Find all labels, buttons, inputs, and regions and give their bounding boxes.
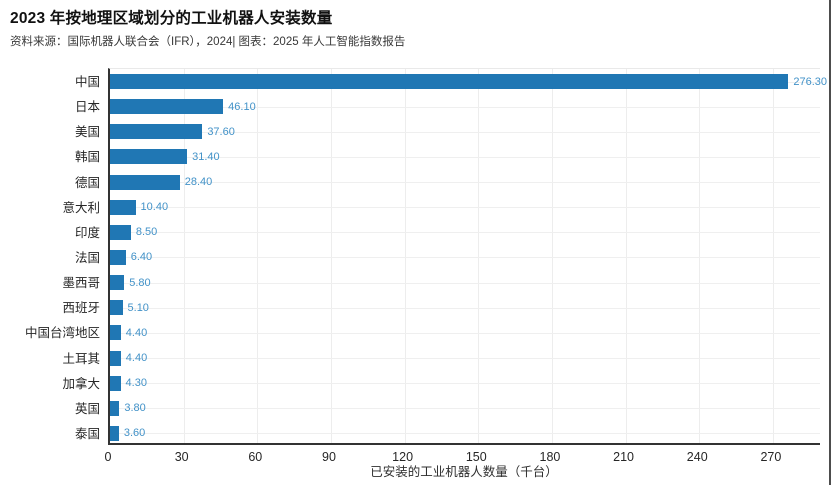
category-label-中国台湾地区: 中国台湾地区	[24, 326, 100, 341]
vertical-gridline	[551, 69, 553, 443]
category-label-韩国: 韩国	[74, 150, 100, 165]
vertical-gridline	[257, 69, 259, 443]
x-axis-title: 已安装的工业机器人数量（千台）	[370, 465, 558, 479]
bar-value-label: 31.40	[192, 150, 220, 163]
bar-德国[interactable]	[110, 174, 180, 190]
category-label-印度: 印度	[74, 225, 100, 240]
bar-印度[interactable]	[110, 224, 131, 240]
bar-value-label: 8.50	[135, 226, 158, 239]
horizontal-gridline	[110, 408, 820, 410]
vertical-gridline	[404, 69, 406, 443]
bar-中国[interactable]	[110, 74, 789, 90]
bar-value-label: 3.60	[123, 427, 146, 440]
bar-row: 10.40	[110, 195, 820, 220]
category-label-美国: 美国	[74, 125, 100, 140]
bar-value-label: 37.60	[207, 125, 235, 138]
category-label-土耳其: 土耳其	[62, 351, 100, 366]
x-tick-label: 180	[539, 450, 561, 464]
vertical-gridline	[625, 69, 627, 443]
window-right-border	[829, 0, 831, 485]
vertical-gridline	[183, 69, 185, 443]
category-label-英国: 英国	[74, 401, 100, 416]
x-tick-label: 210	[613, 450, 635, 464]
bar-row: 31.40	[110, 144, 820, 169]
chart-title: 2023 年按地理区域划分的工业机器人安装数量	[10, 10, 333, 27]
bar-row: 276.30	[110, 69, 827, 94]
horizontal-gridline	[110, 358, 820, 360]
bar-value-label: 3.80	[124, 402, 146, 415]
bar-row: 4.30	[110, 371, 820, 396]
bar-泰国[interactable]	[110, 425, 119, 441]
bar-美国[interactable]	[110, 124, 203, 140]
bar-意大利[interactable]	[110, 199, 136, 215]
bar-row: 3.80	[110, 396, 820, 421]
bar-row: 4.40	[110, 320, 820, 345]
bar-value-label: 5.10	[127, 301, 149, 314]
bar-row: 46.10	[110, 94, 820, 119]
horizontal-gridline	[110, 307, 820, 309]
bar-value-label: 4.40	[125, 352, 148, 365]
bar-value-label: 10.40	[140, 201, 169, 214]
bar-row: 6.40	[110, 245, 820, 270]
bar-row: 3.60	[110, 421, 820, 446]
horizontal-gridline	[110, 282, 820, 284]
bar-value-label: 4.40	[125, 326, 148, 339]
bar-row: 5.10	[110, 295, 820, 320]
horizontal-gridline	[110, 156, 820, 158]
horizontal-gridline	[110, 383, 820, 385]
bar-土耳其[interactable]	[110, 350, 121, 366]
horizontal-gridline	[110, 207, 820, 209]
bar-row: 28.40	[110, 170, 820, 195]
bar-法国[interactable]	[110, 249, 126, 265]
horizontal-gridline	[110, 232, 820, 234]
bar-英国[interactable]	[110, 400, 120, 416]
plot-area: 276.30 46.10 37.60 31.40 28.40 10.40 8.50 6.40 5…	[108, 68, 827, 446]
x-tick-label: 270	[760, 450, 782, 464]
bar-西班牙[interactable]	[110, 300, 123, 316]
vertical-gridline	[330, 69, 332, 443]
vertical-gridline	[478, 69, 480, 443]
category-label-墨西哥: 墨西哥	[62, 276, 100, 291]
x-tick-label: 150	[465, 450, 487, 464]
x-tick-label: 120	[392, 450, 414, 464]
bar-value-label: 6.40	[130, 251, 153, 264]
vertical-gridline	[699, 69, 701, 443]
bar-row: 8.50	[110, 220, 820, 245]
horizontal-gridline	[110, 332, 820, 334]
x-tick-label: 30	[174, 450, 189, 464]
category-label-中国: 中国	[74, 75, 100, 90]
horizontal-gridline	[110, 182, 820, 184]
bar-墨西哥[interactable]	[110, 275, 125, 291]
x-tick-label: 90	[322, 450, 336, 464]
category-label-意大利: 意大利	[62, 200, 100, 215]
horizontal-gridline	[110, 433, 820, 435]
x-tick-label: 60	[248, 450, 263, 464]
bar-韩国[interactable]	[110, 149, 188, 165]
x-tick-label: 240	[686, 450, 708, 464]
bar-中国台湾地区[interactable]	[110, 325, 121, 341]
category-label-德国: 德国	[74, 175, 100, 190]
bar-value-label: 276.30	[793, 75, 828, 88]
bar-value-label: 28.40	[184, 176, 213, 189]
category-label-法国: 法国	[74, 250, 100, 265]
category-label-泰国: 泰国	[74, 426, 100, 441]
vertical-gridline	[772, 69, 774, 443]
bar-日本[interactable]	[110, 99, 224, 115]
category-label-日本: 日本	[74, 100, 100, 115]
bar-row: 5.80	[110, 270, 820, 295]
horizontal-gridline	[110, 131, 820, 133]
bar-row: 4.40	[110, 345, 820, 370]
bar-row: 37.60	[110, 119, 820, 144]
horizontal-gridline	[110, 106, 820, 108]
bar-value-label: 46.10	[228, 100, 256, 113]
horizontal-gridline	[110, 257, 820, 259]
category-label-西班牙: 西班牙	[62, 301, 100, 316]
bar-value-label: 4.30	[125, 377, 147, 390]
x-tick-label: 0	[104, 450, 112, 464]
bar-加拿大[interactable]	[110, 375, 121, 391]
chart-source-caption: 资料来源：国际机器人联合会（IFR），2024| 图表：2025 年人工智能指数…	[10, 36, 406, 48]
category-label-加拿大: 加拿大	[62, 376, 100, 391]
bar-value-label: 5.80	[129, 276, 151, 289]
